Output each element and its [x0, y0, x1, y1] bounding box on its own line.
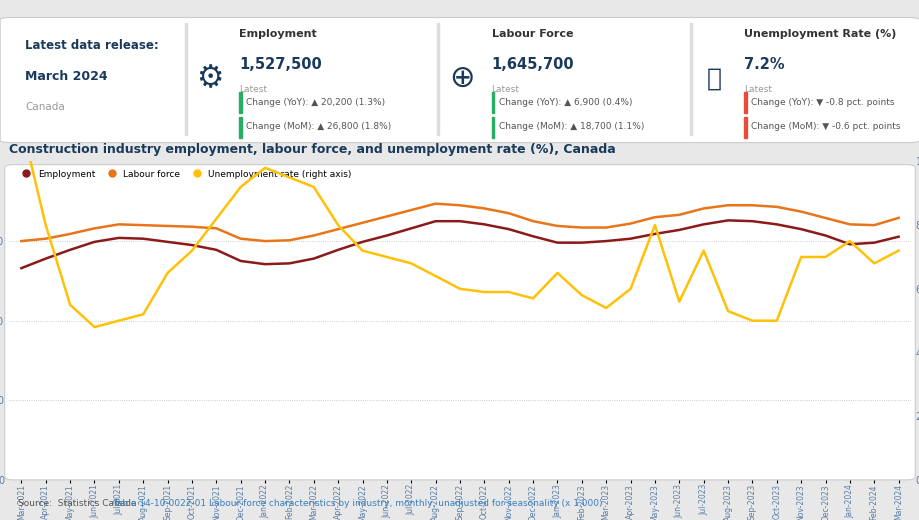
Text: Unemployment Rate (%): Unemployment Rate (%): [743, 29, 895, 38]
Bar: [239, 93, 242, 113]
Bar: [491, 117, 494, 138]
Bar: [437, 23, 438, 135]
Text: Change (MoM): ▲ 26,800 (1.8%): Change (MoM): ▲ 26,800 (1.8%): [246, 122, 391, 132]
Bar: [743, 117, 746, 138]
Text: Latest: Latest: [491, 85, 519, 94]
Text: Change (MoM): ▼ -0.6 pct. points: Change (MoM): ▼ -0.6 pct. points: [751, 122, 900, 132]
Text: Construction industry employment, labour force, and unemployment rate (%), Canad: Construction industry employment, labour…: [9, 143, 616, 156]
Text: Latest data release:: Latest data release:: [26, 39, 159, 52]
Text: ⚙: ⚙: [196, 63, 222, 93]
Legend: Employment, Labour force, Unemployment rate (right axis): Employment, Labour force, Unemployment r…: [14, 166, 355, 182]
Bar: [689, 23, 691, 135]
Text: Change (YoY): ▲ 6,900 (0.4%): Change (YoY): ▲ 6,900 (0.4%): [498, 98, 631, 107]
Text: Labour Force: Labour Force: [491, 29, 573, 38]
Text: Source:  Statistics Canada: Source: Statistics Canada: [18, 499, 142, 508]
Text: 1,645,700: 1,645,700: [491, 57, 573, 72]
Text: Change (YoY): ▼ -0.8 pct. points: Change (YoY): ▼ -0.8 pct. points: [751, 98, 894, 107]
Text: Change (MoM): ▲ 18,700 (1.1%): Change (MoM): ▲ 18,700 (1.1%): [498, 122, 643, 132]
Text: Change (YoY): ▲ 20,200 (1.3%): Change (YoY): ▲ 20,200 (1.3%): [246, 98, 385, 107]
Text: Latest: Latest: [743, 85, 771, 94]
Bar: [491, 93, 494, 113]
Text: 7.2%: 7.2%: [743, 57, 784, 72]
Bar: [239, 117, 242, 138]
FancyBboxPatch shape: [5, 165, 914, 480]
Text: Canada: Canada: [26, 101, 65, 112]
Text: Latest: Latest: [239, 85, 267, 94]
Text: 🔍: 🔍: [706, 66, 721, 90]
Bar: [185, 23, 187, 135]
Text: Table 14-10-0022-01 Labour force characteristics by industry, monthly, unadjuste: Table 14-10-0022-01 Labour force charact…: [113, 499, 602, 508]
Text: ⊕: ⊕: [448, 63, 474, 93]
FancyBboxPatch shape: [0, 18, 919, 142]
Text: March 2024: March 2024: [26, 70, 108, 83]
Bar: [743, 93, 746, 113]
Text: 1,527,500: 1,527,500: [239, 57, 322, 72]
Text: Employment: Employment: [239, 29, 316, 38]
